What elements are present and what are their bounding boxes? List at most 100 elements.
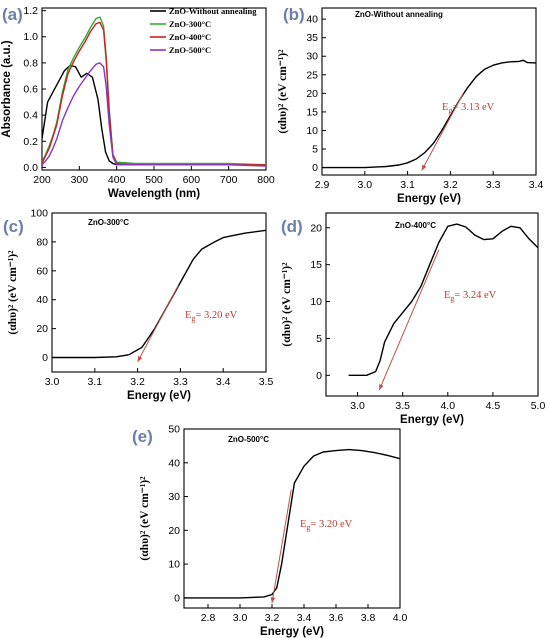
y-axis-label: (αhυ)² (eV cm⁻¹)² — [7, 250, 19, 335]
x-tick-label: 700 — [220, 174, 238, 186]
x-axis-label: Energy (eV) — [397, 193, 461, 205]
x-tick-label: 3.1 — [87, 376, 102, 388]
y-tick-label: 0 — [316, 370, 322, 382]
x-tick-label: 3.0 — [233, 612, 248, 624]
x-tick-label: 3.4 — [529, 179, 544, 191]
band-gap-symbol: E — [185, 310, 191, 321]
panel-label: (c) — [3, 217, 24, 236]
band-gap-symbol: E — [444, 290, 450, 301]
y-tick-label: 0.8 — [23, 57, 38, 69]
plot-frame — [51, 212, 267, 373]
y-tick-label: 25 — [306, 69, 318, 81]
band-gap-annotation: Eg= 3.24 eV — [444, 290, 497, 303]
panel-a: 200 300 400 500 600 700 800 0.0 0.2 0.4 0.6 0.8 1.0 1… — [1, 5, 275, 200]
y-tick-label: 60 — [36, 265, 48, 277]
y-tick-label: 0.0 — [23, 162, 38, 174]
band-gap-subscript: g — [450, 294, 454, 303]
y-tick-label: 1.0 — [23, 31, 38, 43]
y-tick-label: 35 — [306, 32, 318, 44]
x-tick-label: 3.3 — [486, 179, 501, 191]
plot-frame — [41, 7, 267, 171]
band-gap-symbol: E — [300, 519, 306, 530]
x-tick-label: 3.3 — [173, 376, 188, 388]
x-tick-label: 3.2 — [130, 376, 145, 388]
tangent-arrowhead — [421, 164, 427, 171]
y-tick-label: 20 — [310, 222, 322, 234]
y-tick-label: 0.4 — [23, 110, 38, 122]
y-tick-label: 1.2 — [23, 5, 38, 17]
y-tick-label: 40 — [168, 457, 180, 469]
x-tick-label: 3.2 — [265, 612, 280, 624]
x-tick-label: 3.0 — [357, 179, 372, 191]
panel-title: ZnO-400°C — [395, 221, 436, 230]
x-axis-label: Wavelength (nm) — [108, 188, 200, 200]
band-gap-value: = 3.24 eV — [454, 290, 496, 301]
y-tick-label: 20 — [306, 88, 318, 100]
y-tick-label: 40 — [36, 294, 48, 306]
series-line — [52, 229, 266, 359]
y-tick-label: 10 — [168, 559, 180, 571]
x-tick-label: 4.5 — [486, 400, 501, 412]
panel-title: ZnO-500°C — [228, 435, 269, 444]
panel-title: ZnO-300°C — [88, 218, 129, 227]
y-tick-label: 0 — [312, 162, 318, 174]
x-tick-label: 200 — [33, 174, 51, 186]
y-tick-label: 0.6 — [23, 84, 38, 96]
y-tick-label: 0.2 — [23, 136, 38, 148]
x-tick-label: 500 — [145, 174, 163, 186]
y-tick-label: 20 — [168, 525, 180, 537]
y-axis-label: (αhυ)² (eV cm⁻¹)² — [281, 262, 293, 347]
x-tick-label: 300 — [71, 174, 89, 186]
series-line — [348, 223, 538, 376]
y-tick-label: 10 — [306, 125, 318, 137]
tangent-fit-line — [137, 285, 179, 363]
band-gap-value: = 3.20 eV — [195, 310, 237, 321]
y-tick-label: 0 — [174, 592, 180, 604]
x-tick-label: 800 — [257, 174, 275, 186]
x-axis-label: Energy (eV) — [400, 414, 464, 426]
band-gap-value: = 3.20 eV — [310, 519, 352, 530]
band-gap-annotation: Eg= 3.20 eV — [185, 310, 238, 323]
tangent-arrowhead — [379, 384, 384, 391]
tangent-arrowhead — [137, 355, 143, 362]
band-gap-value: = 3.13 eV — [452, 102, 494, 113]
panel-title: ZnO-Without annealing — [355, 10, 443, 19]
y-axis-label: Absorbance (a.u.) — [1, 40, 13, 137]
y-tick-label: 10 — [310, 296, 322, 308]
y-tick-label: 15 — [310, 259, 322, 271]
y-axis-label: (αhυ)² (eV cm⁻¹)² — [139, 476, 151, 561]
panel-e: 2.8 3.0 3.2 3.4 3.6 3.8 4.0 0 10 20 30 40 50 Energy (… — [132, 424, 407, 638]
legend-entry: ZnO-300°C — [169, 19, 211, 29]
y-tick-label: 5 — [316, 333, 322, 345]
band-gap-symbol: E — [442, 102, 448, 113]
x-tick-label: 3.5 — [395, 400, 410, 412]
x-tick-label: 3.0 — [45, 376, 60, 388]
plot-frame — [183, 428, 401, 609]
x-tick-label: 3.8 — [361, 612, 376, 624]
panel-label: (b) — [283, 5, 305, 24]
plot-frame — [325, 212, 539, 397]
tangent-arrowhead — [270, 597, 276, 603]
x-tick-label: 3.6 — [329, 612, 344, 624]
panel-b: 2.9 3.0 3.1 3.2 3.3 3.4 0 5 10 15 20 25 30 35 40 Energy… — [277, 5, 543, 205]
y-tick-label: 20 — [36, 323, 48, 335]
x-tick-label: 3.2 — [443, 179, 458, 191]
band-gap-subscript: g — [448, 106, 452, 115]
band-gap-annotation: Eg= 3.13 eV — [442, 102, 495, 115]
series-line — [184, 448, 400, 599]
legend-entry: ZnO-400°C — [169, 32, 211, 42]
legend-entry: ZnO-Without annealing — [169, 6, 257, 16]
panel-label: (e) — [132, 427, 153, 446]
band-gap-subscript: g — [306, 523, 310, 532]
panel-label: (a) — [2, 5, 23, 24]
x-tick-label: 2.8 — [201, 612, 216, 624]
x-tick-label: 3.4 — [216, 376, 231, 388]
series-line — [322, 59, 536, 169]
y-tick-label: 30 — [168, 491, 180, 503]
x-tick-label: 3.4 — [297, 612, 312, 624]
series-line — [42, 62, 266, 167]
x-tick-label: 2.9 — [315, 179, 330, 191]
y-tick-label: 80 — [36, 236, 48, 248]
y-tick-label: 50 — [168, 424, 180, 436]
plot-frame — [321, 7, 537, 176]
